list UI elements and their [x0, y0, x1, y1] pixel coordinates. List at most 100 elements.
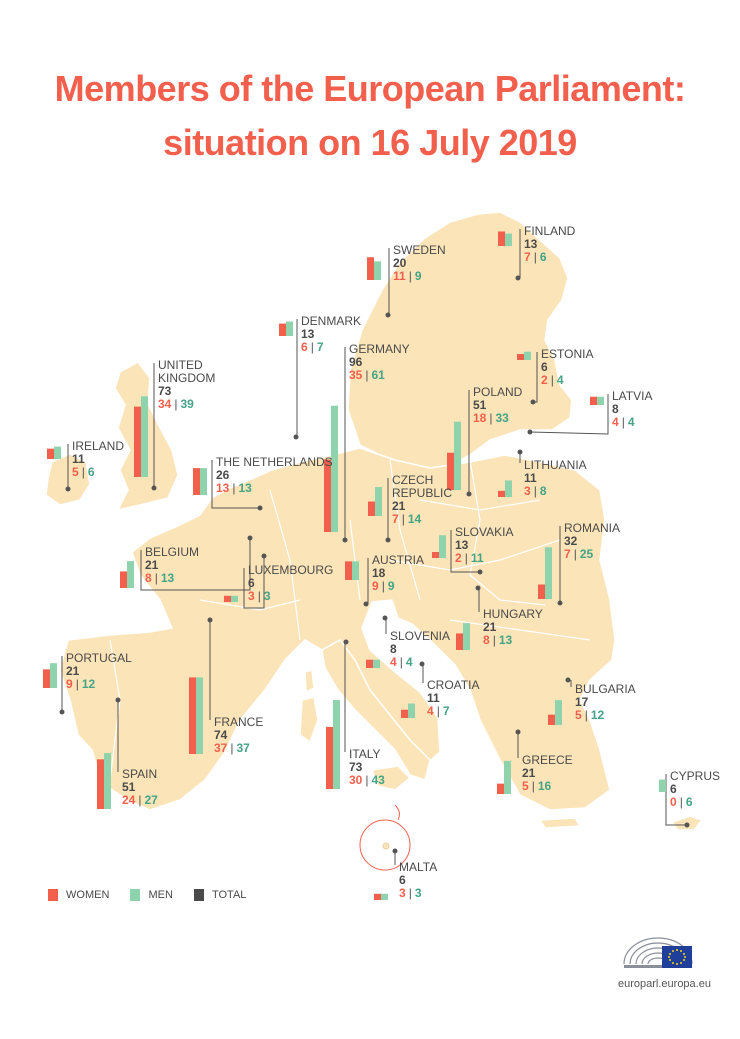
men-count: 37	[236, 741, 250, 755]
men-count: 39	[180, 397, 194, 411]
location-dot-bulgaria	[565, 677, 571, 683]
women-count: 8	[145, 571, 152, 585]
women-bar-finland	[498, 231, 505, 246]
label-poland: Poland 51 18 | 33	[473, 385, 523, 425]
men-bar-romania	[545, 547, 552, 599]
men-count: 12	[81, 677, 96, 691]
bar-group-finland	[498, 231, 512, 246]
legend-item-men: MEN	[130, 889, 173, 901]
country-total: 6	[541, 360, 548, 374]
country-name: Spain	[122, 767, 158, 781]
bar-group-greece	[497, 760, 511, 794]
location-dot-croatia	[419, 661, 425, 667]
legend: WOMEN MEN TOTAL	[48, 889, 264, 904]
label-ireland: Ireland 11 5 | 6	[72, 439, 125, 479]
legend-swatch-total	[193, 889, 204, 901]
leader-lines	[59, 229, 690, 865]
label-united-kingdom: United Kingdom 73 34 | 39	[158, 359, 228, 411]
leader-line-luxembourg	[243, 556, 265, 609]
women-bar-united-kingdom	[134, 406, 141, 477]
women-count: 5	[575, 708, 582, 722]
country-name: Austria	[372, 553, 425, 567]
men-count: 13	[498, 633, 513, 647]
label-france: France 74 37 | 37	[214, 715, 264, 755]
land-italy	[321, 639, 431, 781]
label-greece: Greece 21 5 | 16	[522, 753, 573, 793]
men-count: 25	[579, 547, 594, 561]
women-bar-malta	[374, 893, 381, 900]
label-croatia: Croatia 11 4 | 7	[427, 678, 480, 718]
location-dot-the-netherlands	[257, 505, 263, 511]
label-czech-republic: Czech Republic 21 7 | 14	[392, 473, 453, 526]
bar-group-germany	[324, 405, 338, 532]
women-count: 8	[483, 633, 490, 647]
location-dot-denmark	[293, 434, 299, 440]
women-bar-greece	[497, 783, 504, 794]
men-bar-denmark	[286, 321, 293, 336]
country-total: 73	[349, 760, 363, 774]
title-line-1: Members of the European Parliament:	[54, 68, 686, 109]
label-slovakia: Slovakia 13 2 | 11	[455, 525, 514, 565]
label-estonia: Estonia 6 2 | 4	[541, 347, 594, 387]
land-crete	[538, 817, 582, 829]
country-name: Czech Republic	[392, 473, 453, 500]
leader-line-the-netherlands	[211, 460, 260, 509]
source-url: europarl.europa.eu	[618, 978, 711, 990]
country-name: Romania	[564, 521, 621, 535]
women-count: 7	[524, 250, 531, 264]
label-germany: Germany 96 35 | 61	[349, 342, 410, 382]
country-name: United Kingdom	[158, 358, 216, 385]
legend-swatch-women	[48, 889, 58, 901]
country-name: Finland	[524, 224, 576, 238]
women-count: 13	[216, 481, 230, 495]
men-bar-finland	[505, 233, 512, 246]
legend-swatch-men	[130, 889, 141, 901]
bar-group-lithuania	[498, 480, 512, 497]
country-total: 51	[473, 398, 487, 412]
country-name: Luxembourg	[248, 563, 334, 577]
women-bar-croatia	[401, 709, 408, 718]
women-bar-france	[189, 677, 196, 754]
men-bar-united-kingdom	[141, 396, 148, 477]
men-count: 6	[685, 795, 693, 809]
women-count: 5	[72, 465, 79, 479]
women-count: 30	[349, 773, 363, 787]
men-bar-lithuania	[505, 480, 512, 497]
bar-group-romania	[538, 547, 552, 599]
women-count: 24	[122, 793, 136, 807]
women-count: 2	[455, 551, 462, 565]
location-dot-spain	[115, 697, 121, 703]
bar-charts	[43, 231, 666, 900]
country-name: Slovenia	[390, 629, 451, 643]
men-bar-croatia	[408, 703, 415, 718]
women-bar-spain	[97, 759, 104, 809]
women-count: 35	[349, 368, 363, 382]
country-total: 21	[483, 620, 497, 634]
men-bar-poland	[454, 421, 461, 490]
european-parliament-logo	[623, 937, 693, 968]
location-dot-lithuania	[517, 449, 523, 455]
legend-label-men: MEN	[148, 889, 173, 901]
country-name: Greece	[522, 753, 573, 767]
country-total: 18	[372, 566, 386, 580]
country-total: 6	[399, 873, 406, 887]
country-total: 8	[390, 642, 397, 656]
bar-group-portugal	[43, 663, 57, 688]
page-title: Members of the European Parliament: situ…	[0, 62, 740, 170]
country-name: Belgium	[145, 545, 200, 559]
bar-group-croatia	[401, 703, 415, 718]
men-bar-bulgaria	[555, 700, 562, 725]
women-bar-lithuania	[498, 490, 505, 497]
women-count: 4	[612, 415, 619, 429]
country-total: 74	[214, 728, 228, 742]
country-name: Hungary	[483, 607, 543, 621]
men-count: 61	[371, 368, 385, 382]
land-corsica	[304, 669, 315, 694]
country-total: 6	[670, 782, 677, 796]
bar-group-spain	[97, 753, 111, 809]
men-bar-france	[196, 677, 203, 754]
label-sweden: Sweden 20 11 | 9	[393, 243, 446, 283]
country-total: 13	[524, 237, 538, 251]
men-bar-hungary	[463, 623, 470, 650]
